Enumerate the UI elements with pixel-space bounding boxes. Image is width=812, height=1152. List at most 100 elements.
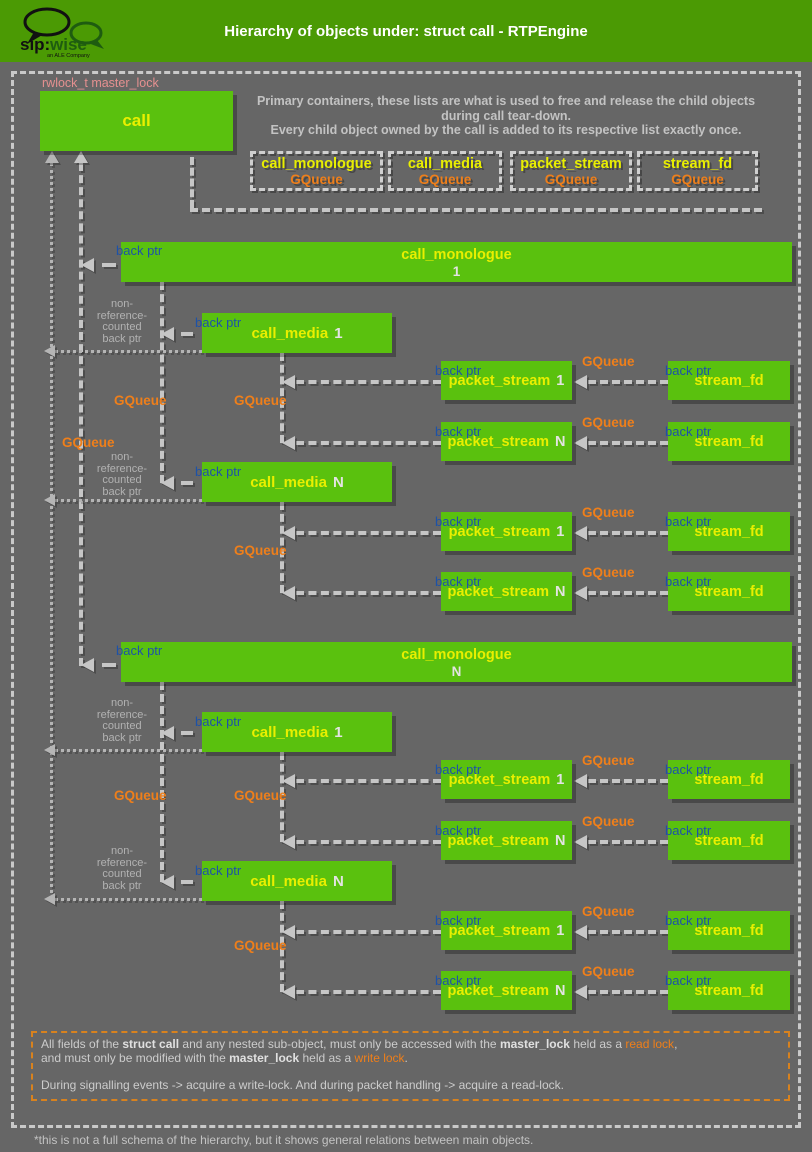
- non-ref-label: non- reference- counted back ptr: [96, 451, 148, 498]
- node-name: stream_fd: [694, 583, 764, 600]
- page-title: Hierarchy of objects under: struct call …: [224, 23, 588, 40]
- back-ptr-label: back ptr: [116, 243, 163, 258]
- arrow-left-icon: [161, 875, 174, 889]
- back-ptr-label: back ptr: [435, 762, 482, 777]
- stream-fd-box: stream_fd: [668, 760, 790, 799]
- node-name: stream_fd: [694, 433, 764, 450]
- packet-stream-box: packet_stream 1: [441, 512, 572, 551]
- node-name: stream_fd: [694, 771, 764, 788]
- connector-line: [296, 591, 441, 595]
- back-ptr-label: back ptr: [435, 574, 482, 589]
- node-name: stream_fd: [694, 372, 764, 389]
- gqueue-label: GQueue: [234, 938, 287, 953]
- node-index: N: [555, 832, 566, 849]
- gqueue-label: GQueue: [62, 435, 115, 450]
- intro-text: Primary containers, these lists are what…: [256, 94, 756, 138]
- node-name: stream_fd: [694, 982, 764, 999]
- gqueue-label: GQueue: [582, 814, 635, 829]
- packet-stream-box: packet_stream 1: [441, 911, 572, 950]
- packet-stream-box: packet_stream N: [441, 572, 572, 611]
- connector-line: [588, 380, 668, 384]
- gqueue-label: GQueue: [582, 565, 635, 580]
- container-call-media-list: call_media GQueue: [388, 151, 502, 191]
- arrow-left-icon: [44, 744, 55, 756]
- node-name: call_media: [251, 723, 329, 741]
- sipwise-logo: sip: wise an ALE Company: [20, 7, 104, 59]
- back-ptr-label: back ptr: [195, 315, 242, 330]
- note-line: All fields of the struct call and any ne…: [41, 1037, 678, 1051]
- container-call-monologue-list: call_monologue GQueue: [250, 151, 383, 191]
- arrow-left-icon: [282, 925, 295, 939]
- packet-stream-box: packet_stream 1: [441, 760, 572, 799]
- node-index: 1: [334, 723, 343, 741]
- call-media-box: call_media N: [202, 462, 392, 502]
- node-name: call_media: [250, 473, 327, 491]
- container-type: GQueue: [290, 171, 343, 187]
- back-ptr-label: back ptr: [665, 574, 712, 589]
- back-ptr-label: back ptr: [435, 823, 482, 838]
- stream-fd-box: stream_fd: [668, 361, 790, 400]
- connector-dash: [102, 263, 116, 267]
- back-ptr-label: back ptr: [665, 913, 712, 928]
- speech-bubble-icon: [69, 21, 103, 45]
- node-name: stream_fd: [694, 832, 764, 849]
- gqueue-line: [280, 353, 284, 443]
- arrow-up-icon: [45, 151, 59, 163]
- gqueue-label: GQueue: [114, 788, 167, 803]
- arrow-left-icon: [161, 327, 174, 341]
- connector-line: [296, 930, 441, 934]
- arrow-left-icon: [44, 494, 55, 506]
- node-name: call_monologue: [401, 246, 512, 263]
- speech-bubble-icon: [23, 7, 71, 37]
- node-name: packet_stream: [448, 771, 551, 788]
- arrow-left-icon: [282, 375, 295, 389]
- back-ptr-label: back ptr: [665, 514, 712, 529]
- node-name: stream_fd: [694, 922, 764, 939]
- header-bar: sip: wise an ALE Company Hierarchy of ob…: [0, 0, 812, 62]
- arrow-left-icon: [44, 893, 55, 905]
- connector-line: [588, 990, 668, 994]
- back-ptr-label: back ptr: [665, 762, 712, 777]
- note-line: [41, 1065, 780, 1079]
- node-index: 1: [556, 922, 565, 939]
- arrow-left-icon: [574, 436, 587, 450]
- container-name: stream_fd: [662, 155, 733, 172]
- connector-dash: [102, 663, 116, 667]
- note-line: and must only be modified with the maste…: [41, 1050, 408, 1065]
- gqueue-label: GQueue: [582, 354, 635, 369]
- speech-bubble-tail-icon: [27, 32, 44, 44]
- arrow-left-icon: [161, 726, 174, 740]
- arrow-left-icon: [574, 586, 587, 600]
- back-ptr-label: back ptr: [435, 514, 482, 529]
- call-media-box: call_media 1: [202, 313, 392, 353]
- arrow-left-icon: [282, 835, 295, 849]
- arrow-left-icon: [574, 925, 587, 939]
- connector-line: [296, 779, 441, 783]
- gqueue-label: GQueue: [582, 904, 635, 919]
- container-name: call_monologue: [261, 155, 372, 172]
- container-packet-stream-list: packet_stream GQueue: [510, 151, 632, 191]
- node-index: N: [555, 433, 566, 450]
- container-type: GQueue: [671, 171, 724, 187]
- back-ptr-label: back ptr: [116, 643, 163, 658]
- stream-fd-box: stream_fd: [668, 512, 790, 551]
- node-index: N: [451, 663, 462, 679]
- call-box: call: [40, 91, 233, 151]
- gqueue-line: [280, 502, 284, 593]
- connector-dash: [181, 332, 193, 336]
- connector-line: [296, 990, 441, 994]
- stream-fd-box: stream_fd: [668, 911, 790, 950]
- node-name: call_media: [251, 324, 329, 342]
- arrow-left-icon: [282, 985, 295, 999]
- logo-wise-text: wise: [49, 35, 87, 54]
- arrow-left-icon: [44, 345, 55, 357]
- stream-fd-box: stream_fd: [668, 971, 790, 1010]
- node-index: N: [555, 982, 566, 999]
- container-name: packet_stream: [520, 155, 622, 172]
- node-name: packet_stream: [447, 583, 550, 600]
- node-name: packet_stream: [447, 982, 550, 999]
- arrow-left-icon: [574, 985, 587, 999]
- intro-line-1: Primary containers, these lists are what…: [256, 94, 756, 108]
- gqueue-line: [280, 752, 284, 842]
- diagram-frame: [11, 71, 801, 1128]
